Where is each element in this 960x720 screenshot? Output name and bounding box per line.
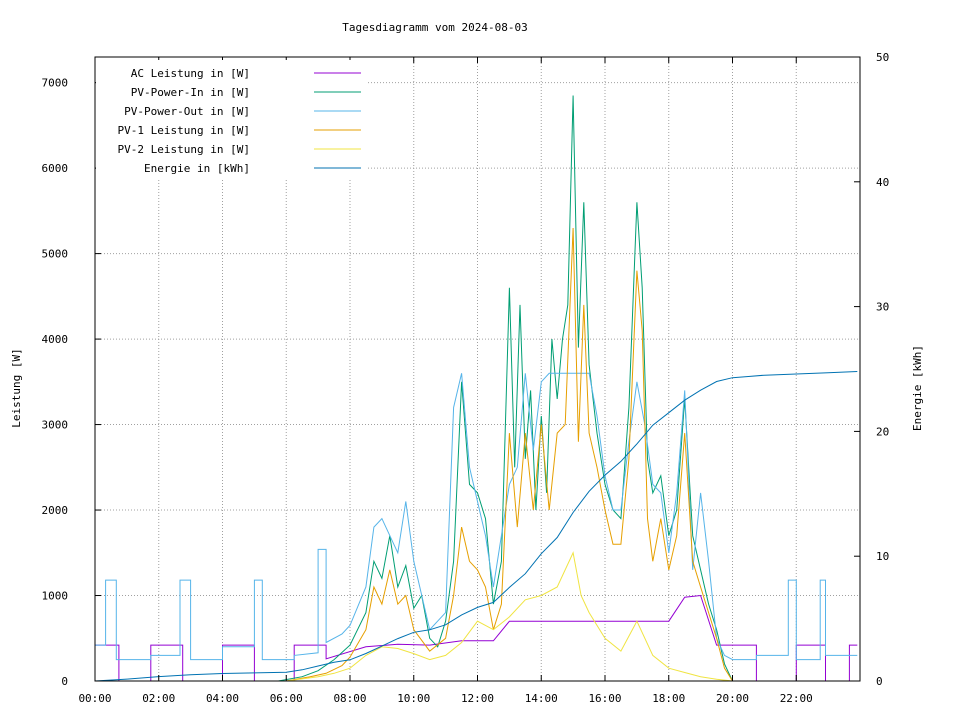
series-line-4	[286, 227, 733, 682]
series-line-2	[278, 95, 733, 682]
legend-label: PV-1 Leistung in [W]	[118, 124, 250, 137]
y-tick-label: 5000	[42, 248, 69, 261]
series-layer	[94, 95, 858, 682]
series-line-3	[95, 372, 858, 661]
y-tick-label: 3000	[42, 419, 69, 432]
y-axis-label: Leistung [W]	[10, 348, 23, 427]
y2-tick-label: 0	[876, 675, 883, 688]
y-tick-label: 4000	[42, 333, 69, 346]
x-tick-label: 16:00	[588, 692, 621, 705]
chart-title: Tagesdiagramm vom 2024-08-03	[342, 21, 527, 34]
y-axis-right: 0 10 20 30 40 50	[854, 51, 889, 688]
y2-tick-label: 50	[876, 51, 889, 64]
grid	[95, 57, 860, 681]
y2-tick-label: 30	[876, 301, 889, 314]
series-line-5	[286, 551, 733, 682]
x-axis: 00:00 02:00 04:00 06:00 08:00 10:00 12:00 14:00…	[78, 57, 813, 705]
y-axis-left: 0 1000 2000 3000 4000 5000 6000 7000	[42, 77, 101, 688]
y2-axis-label: Energie [kWh]	[911, 345, 924, 431]
legend-background	[96, 60, 366, 178]
legend-label: PV-Power-Out in [W]	[124, 105, 250, 118]
y-tick-label: 0	[61, 675, 68, 688]
x-tick-label: 08:00	[333, 692, 366, 705]
x-tick-label: 06:00	[270, 692, 303, 705]
x-tick-label: 10:00	[397, 692, 430, 705]
y2-tick-label: 40	[876, 176, 889, 189]
y2-tick-label: 10	[876, 550, 889, 563]
legend: AC Leistung in [W] PV-Power-In in [W] PV-P…	[96, 60, 366, 178]
y-tick-label: 1000	[42, 590, 69, 603]
series-line-1	[95, 594, 858, 682]
legend-label: AC Leistung in [W]	[131, 67, 250, 80]
y2-tick-label: 20	[876, 425, 889, 438]
x-tick-label: 00:00	[78, 692, 111, 705]
y-tick-label: 2000	[42, 504, 69, 517]
x-tick-label: 18:00	[652, 692, 685, 705]
y-tick-label: 7000	[42, 77, 69, 90]
series-line-6	[94, 371, 858, 682]
x-tick-label: 12:00	[461, 692, 494, 705]
x-tick-label: 14:00	[525, 692, 558, 705]
x-tick-label: 02:00	[142, 692, 175, 705]
x-tick-label: 22:00	[780, 692, 813, 705]
legend-label: Energie in [kWh]	[144, 162, 250, 175]
y-tick-label: 6000	[42, 162, 69, 175]
legend-label: PV-Power-In in [W]	[131, 86, 250, 99]
x-tick-label: 04:00	[206, 692, 239, 705]
x-tick-label: 20:00	[716, 692, 749, 705]
legend-label: PV-2 Leistung in [W]	[118, 143, 250, 156]
